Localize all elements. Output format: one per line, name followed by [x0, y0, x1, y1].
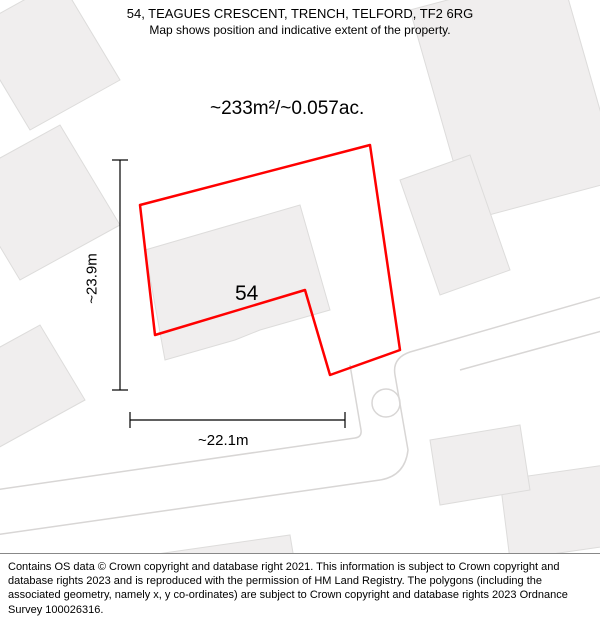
map-subtitle: Map shows position and indicative extent… [0, 23, 600, 37]
height-dimension-label: ~23.9m [84, 253, 101, 303]
map-canvas [0, 0, 600, 625]
map-header: 54, TEAGUES CRESCENT, TRENCH, TELFORD, T… [0, 6, 600, 37]
map-title: 54, TEAGUES CRESCENT, TRENCH, TELFORD, T… [0, 6, 600, 21]
width-dimension-label: ~22.1m [198, 432, 248, 449]
plot-number-label: 54 [235, 282, 258, 306]
area-label: ~233m²/~0.057ac. [210, 98, 364, 120]
copyright-footer: Contains OS data © Crown copyright and d… [0, 553, 600, 625]
